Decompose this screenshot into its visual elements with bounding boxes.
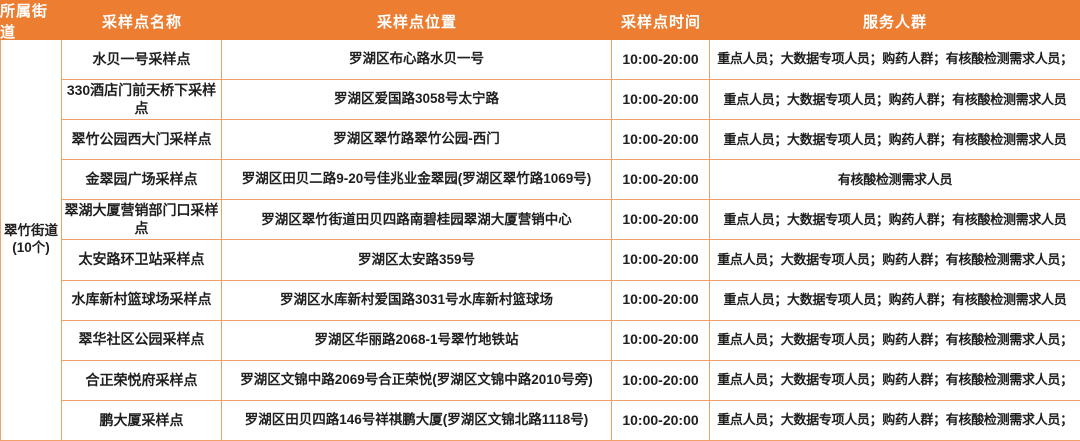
table-row-6-service: 重点人员；大数据专项人员；购药人群；有核酸检测需求人员； xyxy=(710,240,1080,281)
table-row-2-service: 重点人员；大数据专项人员；购药人群；有核酸检测需求人员 xyxy=(710,80,1080,121)
table-row-3-location: 罗湖区翠竹路翠竹公园-西门 xyxy=(222,120,612,161)
table-row-3-time: 10:00-20:00 xyxy=(612,120,710,161)
table-row-3-name: 翠竹公园西大门采样点 xyxy=(62,120,222,161)
table-row-5-location: 罗湖区翠竹街道田贝四路南碧桂园翠湖大厦营销中心 xyxy=(222,200,612,241)
table-row-9-service: 重点人员；大数据专项人员；购药人群；有核酸检测需求人员； xyxy=(710,361,1080,401)
street-name: 翠竹街道 xyxy=(4,223,58,239)
table-row-4-location: 罗湖区田贝二路9-20号佳兆业金翠园(罗湖区翠竹路1069号) xyxy=(222,160,612,201)
street-count: (10个) xyxy=(12,239,50,255)
table-row-9-name: 合正荣悦府采样点 xyxy=(62,360,222,401)
street-merged-cell: 翠竹街道 (10个) xyxy=(1,40,62,441)
header-site-time: 采样点时间 xyxy=(620,13,701,31)
table-row-5-service: 重点人员；大数据专项人员；购药人群；有核酸检测需求人员 xyxy=(710,200,1080,241)
table-row-9-location: 罗湖区文锦中路2069号合正荣悦(罗湖区文锦中路2010号旁) xyxy=(222,360,612,401)
table-row-8-location: 罗湖区华丽路2068-1号翠竹地铁站 xyxy=(222,320,612,361)
table-row-4-name: 金翠园广场采样点 xyxy=(62,160,222,201)
table-row-7-time: 10:00-20:00 xyxy=(612,280,710,321)
table-row-6-time: 10:00-20:00 xyxy=(612,240,710,281)
header-site-name: 采样点名称 xyxy=(101,13,182,31)
table-row-1-time: 10:00-20:00 xyxy=(612,40,710,81)
table-row-5-name: 翠湖大厦营销部门口采样点 xyxy=(62,200,222,241)
table-body: 翠竹街道 (10个) 水贝一号采样点 罗湖区布心路水贝一号 10:00-20:0… xyxy=(0,40,1080,441)
table-row-4-time: 10:00-20:00 xyxy=(612,160,710,201)
table-row-7-service: 重点人员；大数据专项人员；购药人群；有核酸检测需求人员 xyxy=(710,281,1080,321)
table-row-2-name: 330酒店门前天桥下采样点 xyxy=(62,80,222,121)
table-row-8-service: 重点人员；大数据专项人员；购药人群；有核酸检测需求人员； xyxy=(710,321,1080,361)
table-row-7-name: 水库新村篮球场采样点 xyxy=(62,280,222,321)
table-row-8-time: 10:00-20:00 xyxy=(612,320,710,361)
table-row-2-time: 10:00-20:00 xyxy=(612,80,710,121)
table-row-10-time: 10:00-20:00 xyxy=(612,400,710,441)
header-street: 所属街道 xyxy=(0,3,49,41)
table-row-9-time: 10:00-20:00 xyxy=(612,360,710,401)
table-row-1-service: 重点人员；大数据专项人员；购药人群；有核酸检测需求人员； xyxy=(710,40,1080,81)
header-service-group: 服务人群 xyxy=(862,13,927,31)
table-row-1-name: 水贝一号采样点 xyxy=(62,40,222,81)
table-row-7-location: 罗湖区水库新村爱国路3031号水库新村篮球场 xyxy=(222,280,612,321)
table-row-10-location: 罗湖区田贝四路146号祥祺鹏大厦(罗湖区文锦北路1118号) xyxy=(222,400,612,441)
table-header-row: 所属街道 采样点名称 采样点位置 采样点时间 服务人群 xyxy=(0,0,1080,41)
table-row-6-location: 罗湖区太安路359号 xyxy=(222,240,612,281)
table-row-5-time: 10:00-20:00 xyxy=(612,200,710,241)
table-row-4-service: 有核酸检测需求人员 xyxy=(710,160,1080,201)
header-site-location: 采样点位置 xyxy=(376,13,457,31)
table-row-6-name: 太安路环卫站采样点 xyxy=(62,240,222,281)
table-row-2-location: 罗湖区爱国路3058号太宁路 xyxy=(222,80,612,121)
table-row-10-name: 鹏大厦采样点 xyxy=(62,400,222,441)
table-row-1-location: 罗湖区布心路水贝一号 xyxy=(222,40,612,81)
table-row-10-service: 重点人员；大数据专项人员；购药人群；有核酸检测需求人员； xyxy=(710,401,1080,441)
table-row-3-service: 重点人员；大数据专项人员；购药人群；有核酸检测需求人员 xyxy=(710,120,1080,161)
table-row-8-name: 翠华社区公园采样点 xyxy=(62,320,222,361)
